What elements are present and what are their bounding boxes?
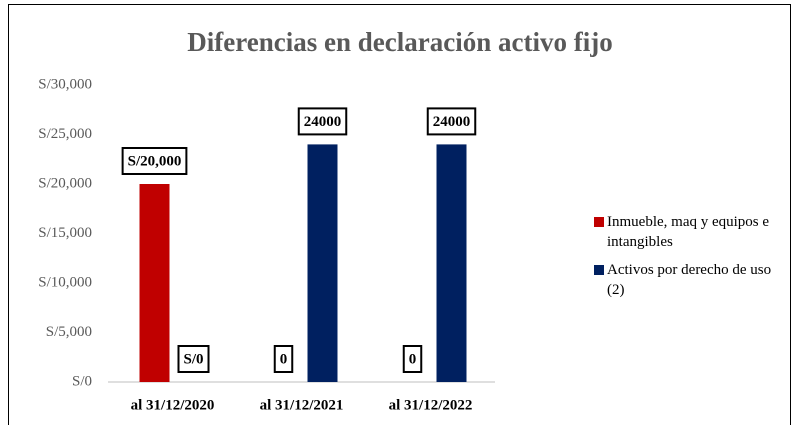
data-label-box: [402, 345, 423, 373]
data-label-box: [297, 107, 348, 136]
y-tick-label: S/20,000: [38, 175, 92, 191]
data-label: 0: [409, 351, 417, 367]
legend: Inmueble, maq y equipos e intangibles Act…: [594, 212, 784, 308]
data-label: S/0: [183, 351, 203, 367]
bar: [307, 144, 338, 382]
data-label-box: [177, 345, 210, 373]
y-tick-label: S/5,000: [46, 324, 92, 340]
y-tick-label: S/25,000: [38, 126, 92, 142]
data-label-box: [273, 345, 294, 373]
y-tick-label: S/15,000: [38, 225, 92, 241]
data-label: 0: [280, 351, 288, 367]
legend-label: Inmueble, maq y equipos e intangibles: [607, 214, 770, 250]
data-label: S/20,000: [128, 153, 182, 169]
y-tick-label: S/0: [72, 373, 92, 389]
bar: [139, 184, 170, 382]
y-tick-label: S/30,000: [38, 76, 92, 92]
data-label-box: [121, 147, 188, 175]
legend-swatch: [594, 265, 604, 275]
legend-item: Inmueble, maq y equipos e intangibles: [594, 212, 784, 252]
data-label-box: [426, 107, 477, 136]
y-tick-label: S/10,000: [38, 274, 92, 290]
x-tick-label: al 31/12/2020: [131, 397, 215, 413]
data-label: 24000: [304, 114, 342, 130]
legend-label: Activos por derecho de uso (2): [607, 262, 772, 298]
legend-swatch: [594, 217, 604, 227]
chart-frame: [8, 4, 791, 425]
data-label: 24000: [433, 114, 471, 130]
chart-title: Diferencias en declaración activo fijo: [187, 27, 612, 57]
bar: [436, 144, 467, 382]
x-tick-label: al 31/12/2022: [389, 397, 473, 413]
x-tick-label: al 31/12/2021: [260, 397, 344, 413]
legend-item: Activos por derecho de uso (2): [594, 260, 784, 300]
